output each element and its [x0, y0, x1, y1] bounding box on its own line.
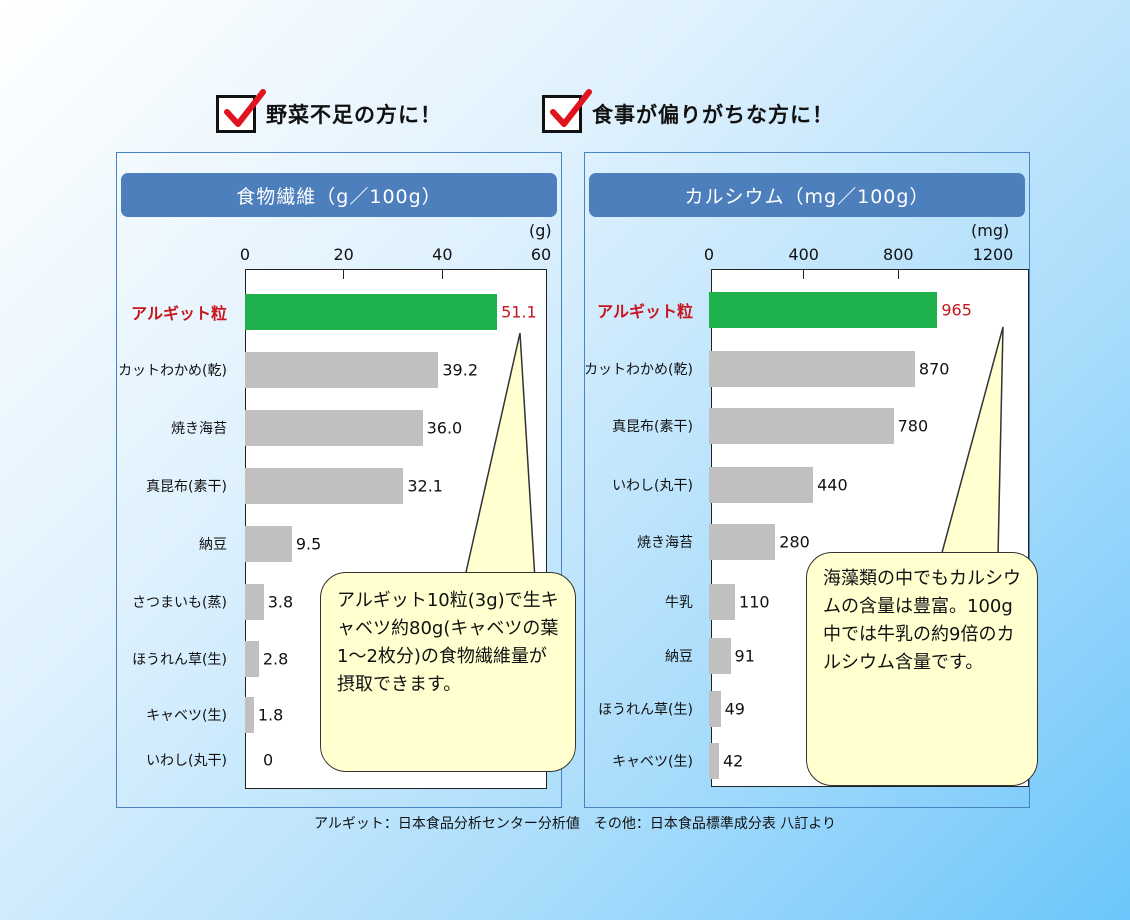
category-label: アルギット粒: [597, 302, 693, 321]
bar: [245, 352, 439, 388]
x-tick-mark: [802, 269, 805, 279]
value-label: 1.8: [257, 705, 284, 725]
value-label: 780: [897, 416, 929, 436]
x-tick-label: 400: [788, 245, 819, 264]
bar: [709, 351, 915, 387]
bar: [245, 526, 292, 562]
header-right-text: 食事が偏りがちな方に！: [592, 103, 834, 127]
value-label: 870: [918, 359, 950, 379]
value-label: 42: [722, 751, 744, 771]
checkbox-icon: [216, 89, 266, 133]
value-label: 51.1: [501, 302, 537, 322]
bar: [245, 697, 254, 733]
bar: [709, 524, 776, 560]
header-left-text: 野菜不足の方に！: [266, 103, 442, 127]
category-label: さつまいも(蒸): [132, 595, 227, 611]
category-label: 真昆布(素干): [146, 479, 227, 495]
bar: [245, 294, 498, 330]
value-label: 110: [739, 592, 770, 612]
x-tick-label: 1200: [972, 245, 1014, 264]
bubble-tail-right: [939, 326, 1004, 561]
value-label: 49: [724, 699, 745, 719]
bar: [709, 743, 719, 779]
category-label: 納豆: [199, 537, 227, 553]
checkbox-icon: [542, 89, 592, 133]
value-label: 0: [263, 750, 274, 770]
value-label: 440: [817, 475, 848, 495]
bar: [709, 292, 938, 328]
x-tick-mark: [342, 269, 345, 279]
category-label: カットわかめ(乾): [584, 362, 693, 378]
x-tick-label: 40: [432, 245, 453, 264]
axis-unit: (mg): [971, 221, 1010, 240]
value-label: 91: [734, 646, 755, 666]
category-label: アルギット粒: [131, 304, 227, 323]
footnote: アルギット：日本食品分析センター分析値 その他：日本食品標準成分表 八訂より: [314, 816, 837, 832]
x-tick-label: 0: [703, 245, 715, 264]
bar: [245, 410, 423, 446]
bar: [709, 467, 814, 503]
x-tick-label: 800: [883, 245, 914, 264]
value-label: 2.8: [262, 649, 289, 669]
category-label: 焼き海苔: [637, 535, 693, 551]
bar: [245, 641, 259, 677]
x-tick-mark: [441, 269, 444, 279]
value-label: 39.2: [442, 360, 478, 380]
annotation-bubble-right: 海藻類の中でもカルシウムの含量は豊富。100g中では牛乳の約9倍のカルシウム含量…: [806, 552, 1038, 786]
category-label: 牛乳: [665, 595, 693, 611]
bubble-tail-left: [461, 332, 536, 591]
x-tick-label: 20: [333, 245, 354, 264]
chart-title: カルシウム（mg／100g）: [589, 173, 1025, 217]
x-tick-label: 60: [530, 245, 552, 264]
header-right: 食事が偏りがちな方に！: [542, 89, 834, 138]
category-label: キャベツ(生): [612, 754, 693, 770]
value-label: 9.5: [295, 534, 322, 554]
header-left: 野菜不足の方に！: [216, 89, 442, 138]
category-label: ほうれん草(生): [598, 702, 693, 718]
bar: [245, 468, 404, 504]
category-label: 焼き海苔: [171, 421, 227, 437]
category-label: 納豆: [665, 649, 693, 665]
x-tick-label: 0: [239, 245, 251, 264]
bar: [709, 691, 721, 727]
category-label: カットわかめ(乾): [118, 363, 227, 379]
value-label: 36.0: [426, 418, 463, 438]
value-label: 965: [941, 300, 972, 320]
category-label: いわし(丸干): [146, 753, 227, 769]
category-label: キャベツ(生): [146, 708, 227, 724]
category-label: いわし(丸干): [612, 478, 693, 494]
value-label: 3.8: [267, 592, 294, 612]
category-label: ほうれん草(生): [132, 652, 227, 668]
value-label: 280: [779, 532, 810, 552]
category-label: 真昆布(素干): [612, 419, 693, 435]
bar: [709, 638, 731, 674]
x-tick-mark: [897, 269, 900, 279]
chart-title: 食物繊維（g／100g）: [121, 173, 557, 217]
bar: [709, 408, 894, 444]
bar: [245, 584, 264, 620]
value-label: 32.1: [407, 476, 443, 496]
bar: [709, 584, 736, 620]
annotation-bubble-left: アルギット10粒(3g)で生キャベツ約80g(キャベツの葉1～2枚分)の食物繊維…: [320, 572, 576, 772]
axis-unit: (g): [529, 221, 552, 240]
